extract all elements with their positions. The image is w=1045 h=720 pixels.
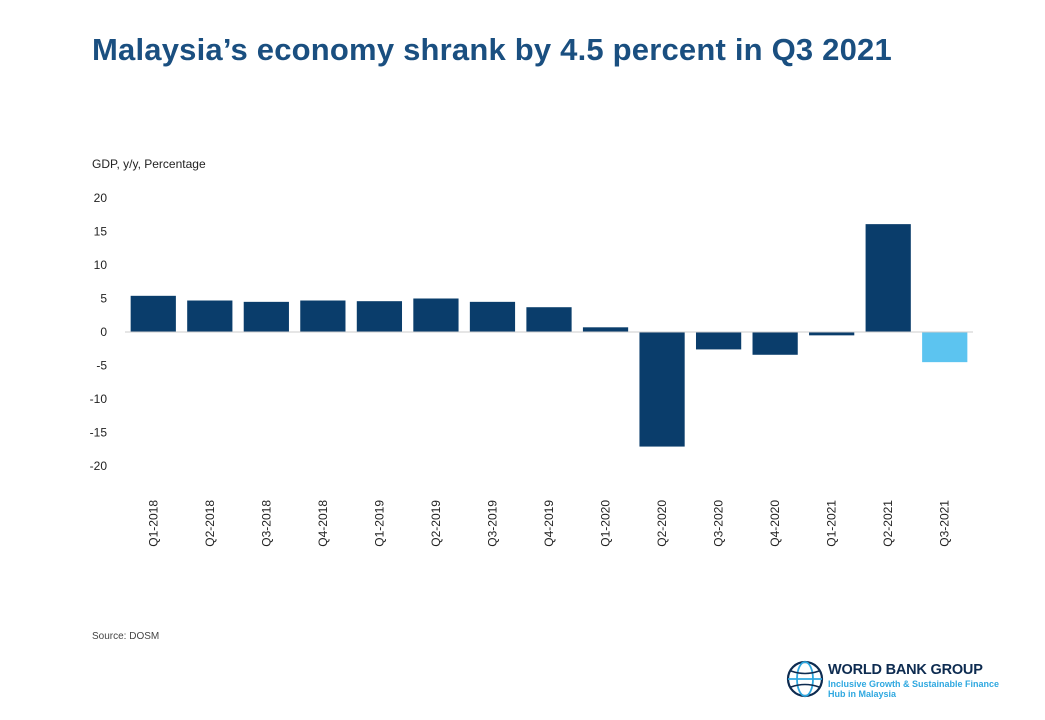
bars	[130, 224, 968, 447]
chart-title: Malaysia’s economy shrank by 4.5 percent…	[92, 32, 892, 67]
x-tick-label: Q4-2019	[542, 500, 556, 547]
bar-q4-2018	[300, 300, 346, 332]
x-axis: Q1-2018 Q2-2018 Q3-2018 Q4-2018 Q1-2019 Q2-20…	[146, 500, 951, 547]
bar-q1-2020	[582, 327, 629, 332]
x-tick-label: Q1-2021	[825, 500, 839, 547]
x-tick-label: Q3-2020	[712, 500, 726, 547]
bar-q2-2020	[639, 332, 685, 447]
x-tick-label: Q3-2019	[485, 500, 499, 547]
bar-chart: GDP, y/y, Percentage 20 15 10 5 0 -5 -10 -15 -20…	[90, 157, 973, 547]
x-tick-label: Q3-2018	[259, 500, 273, 547]
y-tick-label: 5	[100, 292, 107, 306]
bar-q2-2019	[413, 298, 459, 332]
x-tick-label: Q1-2020	[599, 500, 613, 547]
x-tick-label: Q2-2018	[203, 500, 217, 547]
x-tick-label: Q1-2019	[372, 500, 386, 547]
x-tick-label: Q4-2018	[316, 500, 330, 547]
x-tick-label: Q2-2019	[429, 500, 443, 547]
bar-q1-2019	[356, 301, 403, 332]
y-tick-label: 15	[94, 225, 108, 239]
bar-q3-2021	[922, 332, 968, 363]
logo-name: WORLD BANK GROUP	[828, 662, 983, 678]
bar-q1-2021	[809, 332, 855, 336]
x-tick-label: Q2-2020	[655, 500, 669, 547]
world-bank-logo: WORLD BANK GROUP Inclusive Growth & Sust…	[786, 660, 999, 702]
y-axis: 20 15 10 5 0 -5 -10 -15 -20	[90, 191, 108, 473]
logo-subtitle-line1: Inclusive Growth & Sustainable Finance	[828, 679, 1000, 689]
y-tick-label: -5	[96, 359, 107, 373]
y-tick-label: -10	[90, 392, 108, 406]
y-axis-label: GDP, y/y, Percentage	[92, 157, 206, 171]
y-tick-label: 10	[94, 258, 108, 272]
logo-subtitle-line2: Hub in Malaysia	[828, 689, 897, 699]
x-tick-label: Q4-2020	[768, 500, 782, 547]
bar-q1-2018	[130, 295, 176, 332]
bar-q3-2020	[695, 332, 742, 350]
y-tick-label: -15	[90, 426, 108, 440]
x-tick-label: Q1-2018	[146, 500, 160, 547]
source-note: Source: DOSM	[92, 631, 160, 642]
x-tick-label: Q2-2021	[881, 500, 895, 547]
bar-q2-2018	[187, 300, 233, 332]
x-tick-label: Q3-2021	[938, 500, 952, 547]
bar-q4-2020	[752, 332, 798, 355]
bar-q2-2021	[865, 224, 911, 332]
bar-q3-2019	[469, 301, 516, 332]
y-tick-label: 20	[94, 191, 108, 205]
bar-q3-2018	[243, 301, 289, 332]
globe-icon	[786, 660, 824, 698]
bar-q4-2019	[526, 307, 572, 332]
y-tick-label: 0	[100, 325, 107, 339]
y-tick-label: -20	[90, 459, 108, 473]
